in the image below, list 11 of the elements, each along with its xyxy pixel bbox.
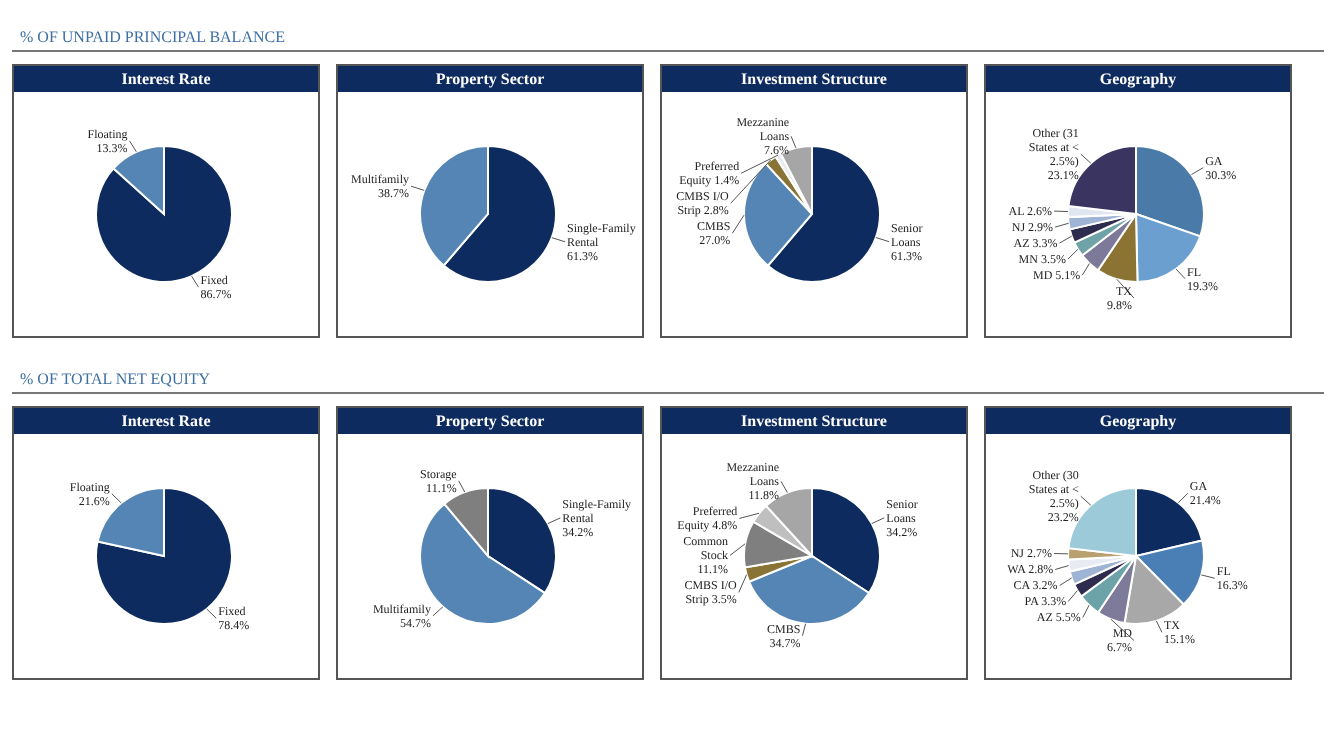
chart-title: Interest Rate	[14, 408, 318, 434]
chart-title: Property Sector	[338, 408, 642, 434]
chart-title: Investment Structure	[662, 408, 966, 434]
chart-subtitle: % OF UNPAID PRINCIPAL BALANCE	[12, 16, 1324, 52]
chart-title: Investment Structure	[662, 66, 966, 92]
chart-title: Interest Rate	[14, 66, 318, 92]
chart-title: Geography	[986, 408, 1290, 434]
chart-subtitle: % OF TOTAL NET EQUITY	[12, 358, 1324, 394]
chart-title: Property Sector	[338, 66, 642, 92]
chart-title: Geography	[986, 66, 1290, 92]
pie-slice	[95, 145, 233, 283]
